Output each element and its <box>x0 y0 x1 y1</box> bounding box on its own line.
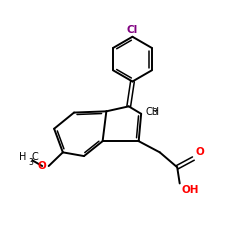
Text: O: O <box>38 161 47 171</box>
Text: 3: 3 <box>28 158 34 167</box>
Text: Cl: Cl <box>127 25 138 35</box>
Text: C: C <box>31 152 38 162</box>
Text: O: O <box>195 147 204 157</box>
Text: H: H <box>20 152 27 162</box>
Text: CH: CH <box>146 107 160 117</box>
Text: OH: OH <box>182 185 199 195</box>
Text: 3: 3 <box>152 108 157 117</box>
